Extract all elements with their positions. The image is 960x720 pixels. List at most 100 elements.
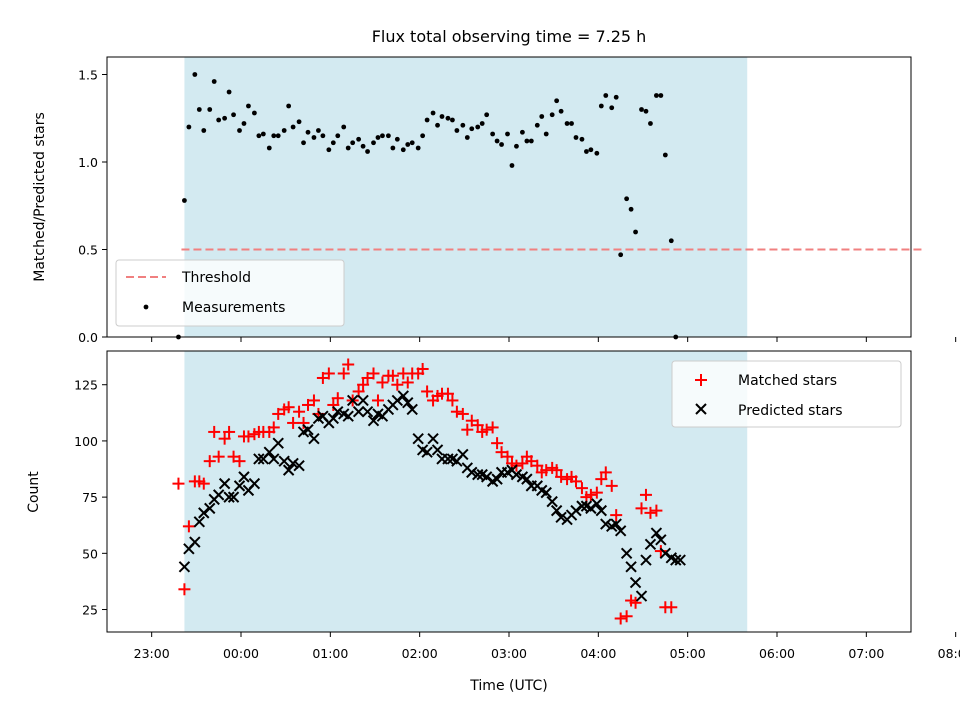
matched-star-point <box>182 520 195 533</box>
predicted-stars-points <box>178 390 686 602</box>
predicted-star-point <box>327 412 340 425</box>
measurement-point <box>296 119 302 125</box>
measurement-point <box>241 121 247 126</box>
top-legend: Threshold Measurements <box>115 259 345 327</box>
predicted-star-point <box>391 394 404 407</box>
measurement-point <box>256 133 262 139</box>
predicted-star-point <box>346 394 359 407</box>
x-tick-label: 06:00 <box>759 646 795 661</box>
matched-star-point <box>197 477 210 490</box>
predicted-star-point <box>282 464 295 476</box>
predicted-star-point <box>640 554 652 566</box>
matched-star-point <box>605 479 618 492</box>
measurement-point <box>662 152 668 158</box>
predicted-star-point <box>472 468 484 481</box>
measurement-point <box>231 112 236 118</box>
predicted-star-point <box>397 390 409 402</box>
predicted-star-point <box>431 444 444 456</box>
measurement-point <box>281 128 287 133</box>
matched-star-point <box>242 430 255 443</box>
bottom-y-axis: 25 50 75 100 125 <box>74 378 107 618</box>
measurement-point <box>290 124 296 130</box>
bottom-panel: 25 50 75 100 125 23:00 00:00 01:00 02:00 03:00 04… <box>26 350 960 694</box>
matched-star-point <box>516 457 529 470</box>
matched-star-point <box>208 425 221 438</box>
matched-star-point <box>456 407 469 420</box>
measurement-point <box>260 131 266 137</box>
measurement-point <box>424 117 430 123</box>
measurement-point <box>196 107 202 112</box>
top-y-label: Matched/Predicted stars <box>32 112 48 282</box>
measurement-point <box>211 79 217 84</box>
measurement-point <box>594 150 600 156</box>
predicted-star-point <box>193 516 206 528</box>
predicted-star-point <box>204 502 216 515</box>
predicted-star-point <box>635 590 648 602</box>
x-tick-label: 02:00 <box>402 646 438 661</box>
measurement-point <box>237 128 242 133</box>
matched-star-point <box>416 362 429 375</box>
matched-legend-swatch <box>695 374 707 386</box>
measurement-point <box>246 103 251 109</box>
x-tick-label: 04:00 <box>580 646 616 661</box>
measurement-point <box>490 131 496 137</box>
matched-star-point <box>654 545 667 558</box>
predicted-star-point <box>595 504 608 517</box>
threshold-legend-label: Threshold <box>181 270 251 286</box>
measurement-point <box>558 108 564 114</box>
matched-star-point <box>471 419 484 432</box>
measurement-point <box>271 133 277 139</box>
predicted-star-point <box>629 576 642 589</box>
matched-star-point <box>371 394 384 407</box>
matched-star-point <box>203 455 216 468</box>
measurement-point <box>494 138 500 144</box>
y-tick-label: 75 <box>82 490 98 505</box>
matched-star-point <box>540 464 553 477</box>
measurement-point <box>226 89 232 95</box>
predicted-star-point <box>223 491 235 503</box>
predicted-star-point <box>550 504 563 517</box>
x-axis-label: Time (UTC) <box>469 678 547 694</box>
matched-star-point <box>218 432 231 445</box>
matched-star-point <box>610 509 623 522</box>
measurement-point <box>341 124 347 130</box>
predicted-star-point <box>293 459 305 472</box>
top-legend-box <box>115 259 345 327</box>
matched-star-point <box>550 464 563 477</box>
x-tick-label: 00:00 <box>223 646 259 661</box>
bottom-x-axis: 23:00 00:00 01:00 02:00 03:00 04:00 05:00 06:00… <box>134 632 960 661</box>
predicted-star-point <box>457 448 469 461</box>
x-tick-label: 07:00 <box>848 646 884 661</box>
measurement-point <box>394 136 400 142</box>
measurement-point <box>400 147 406 153</box>
measurement-point <box>390 145 396 151</box>
predicted-star-point <box>342 410 354 422</box>
measurement-point <box>588 147 594 153</box>
measurement-point <box>222 115 228 121</box>
matched-star-point <box>614 612 627 625</box>
matched-star-point <box>376 376 389 389</box>
matched-star-point <box>342 358 355 371</box>
predicted-star-point <box>357 394 369 407</box>
measurement-point <box>420 133 426 139</box>
matched-star-point <box>620 610 633 623</box>
measurement-point <box>445 115 451 121</box>
predicted-star-point <box>302 423 314 436</box>
matched-star-point <box>212 450 225 463</box>
matched-star-point <box>531 459 544 472</box>
measurement-point <box>186 124 192 130</box>
measurement-point <box>658 93 664 98</box>
matched-star-point <box>480 423 493 436</box>
predicted-star-point <box>670 554 682 566</box>
predicted-star-point <box>278 455 290 467</box>
matched-star-point <box>595 473 608 486</box>
matched-star-point <box>367 367 380 380</box>
matched-star-point <box>450 405 463 418</box>
y-tick-label: 25 <box>82 603 98 618</box>
predicted-star-point <box>233 480 246 492</box>
x-tick-label: 03:00 <box>491 646 527 661</box>
y-tick-label: 50 <box>82 546 98 561</box>
matched-star-point <box>570 475 582 488</box>
measurement-point <box>509 163 515 168</box>
measurement-point <box>618 252 624 258</box>
